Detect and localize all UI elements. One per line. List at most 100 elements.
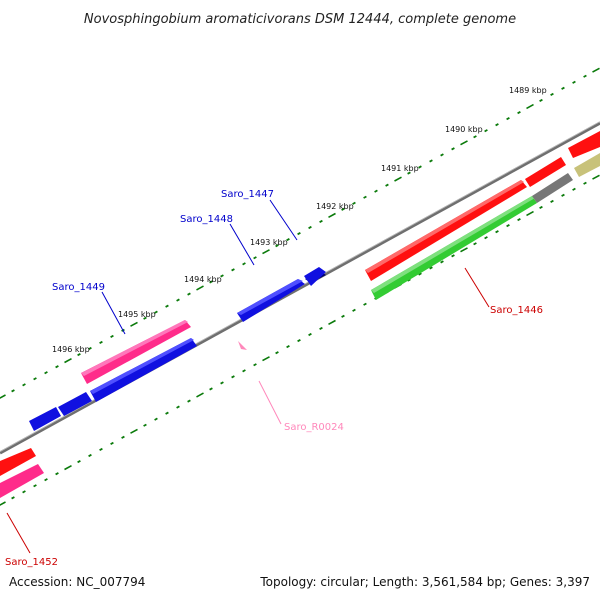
gene-magenta-left[interactable] [0,464,44,498]
scale-tick [363,302,367,306]
scale-tick [121,435,125,439]
scale-tick [506,224,510,228]
scale-tick [88,453,92,458]
gene-leader-lines [6,199,490,554]
gene-saro-1448[interactable] [237,279,305,322]
gene-labels: Saro_1447 Saro_1448 Saro_1449 Saro_1446 … [5,189,543,568]
scale-tick [33,484,37,488]
scale-tick [110,441,114,445]
scale-labels: 1489 kbp 1490 kbp 1491 kbp 1492 kbp 1493… [52,86,547,354]
scale-tick [374,189,378,193]
scale-tick [429,159,433,163]
scale-tick [407,171,411,175]
scale-tick [341,207,345,211]
label-saro-1447[interactable]: Saro_1447 [221,189,274,200]
scale-tick [22,490,26,494]
gene-saro-1447[interactable] [304,267,326,286]
scale-tick [583,181,587,185]
gene-red-left[interactable] [0,448,36,476]
gene-blue-small-1[interactable] [58,392,92,416]
gene-pink-upper[interactable] [81,320,191,384]
leader-saro-1452 [6,512,31,554]
scale-label-1492: 1492 kbp [316,202,354,211]
scale-tick [196,392,204,398]
scale-tick [572,80,576,84]
scale-tick [440,260,444,264]
scale-tick [460,247,468,253]
scale-tick [130,321,138,327]
scale-tick [308,332,312,337]
scale-tick [33,377,37,381]
scale-tick [154,417,158,421]
inner-scale-ticks [0,174,600,506]
label-saro-1449[interactable]: Saro_1449 [52,282,105,293]
scale-tick [328,212,336,219]
scale-tick [77,353,81,357]
gene-red-far-right[interactable] [568,131,600,158]
accession-text: Accession: NC_007794 [9,575,146,589]
label-saro-r0024[interactable]: Saro_R0024 [284,422,344,433]
scale-tick [341,314,345,318]
scale-tick [484,129,488,133]
scale-tick [460,140,468,146]
scale-tick [99,447,103,451]
gene-red-short[interactable] [525,157,566,187]
gene-blue-small-2[interactable] [29,407,61,431]
scale-tick [385,183,389,187]
forward-strand-genes [0,267,326,498]
scale-tick [187,292,191,296]
scale-tick [220,274,224,278]
scale-tick [110,334,114,338]
scale-tick [495,123,499,127]
scale-tick [352,308,356,312]
scale-tick [231,268,235,272]
gene-red-long[interactable] [365,180,527,281]
scale-tick [143,423,147,427]
scale-tick [209,280,213,284]
scale-tick [231,375,235,379]
scale-tick [154,310,158,314]
scale-tick [11,389,15,393]
gene-saro-1446[interactable] [371,196,537,300]
scale-tick [64,357,72,364]
scale-label-1491: 1491 kbp [381,164,419,173]
scale-tick [539,205,543,209]
scale-tick [592,174,600,180]
scale-tick [473,242,477,246]
gene-saro-1449[interactable] [90,338,197,402]
label-saro-1446[interactable]: Saro_1446 [490,305,543,316]
scale-tick [262,249,270,255]
leader-saro-r0024 [258,380,282,425]
outer-scale-ticks [0,67,600,399]
scale-tick [0,394,6,399]
gene-olive[interactable] [574,153,600,177]
scale-tick [592,67,600,73]
scale-tick [495,230,499,234]
scale-tick [253,363,257,367]
scale-tick [64,464,72,471]
scale-tick [526,103,534,110]
scale-label-1496: 1496 kbp [52,345,90,354]
leader-saro-1449 [101,291,126,335]
scale-tick [319,326,323,330]
topology-text: Topology: circular; Length: 3,561,584 bp… [260,575,590,589]
gene-saro-r0024[interactable] [238,341,247,350]
gene-red-long-top [365,180,524,273]
scale-tick [196,285,204,291]
scale-label-1494: 1494 kbp [184,275,222,284]
gene-gray[interactable] [532,173,573,203]
label-saro-1452[interactable]: Saro_1452 [5,557,58,568]
gene-pink-upper-top [81,320,188,376]
scale-tick [77,460,81,464]
scale-tick [308,225,312,230]
scale-tick [440,153,444,157]
scale-tick [328,319,336,326]
label-saro-1448[interactable]: Saro_1448 [180,214,233,225]
scale-tick [220,381,224,385]
reverse-strand-genes [238,131,600,350]
leader-saro-1447 [269,199,298,241]
scale-tick [561,193,565,197]
gene-saro-1446-top [371,196,535,293]
leader-saro-1448 [229,223,255,266]
